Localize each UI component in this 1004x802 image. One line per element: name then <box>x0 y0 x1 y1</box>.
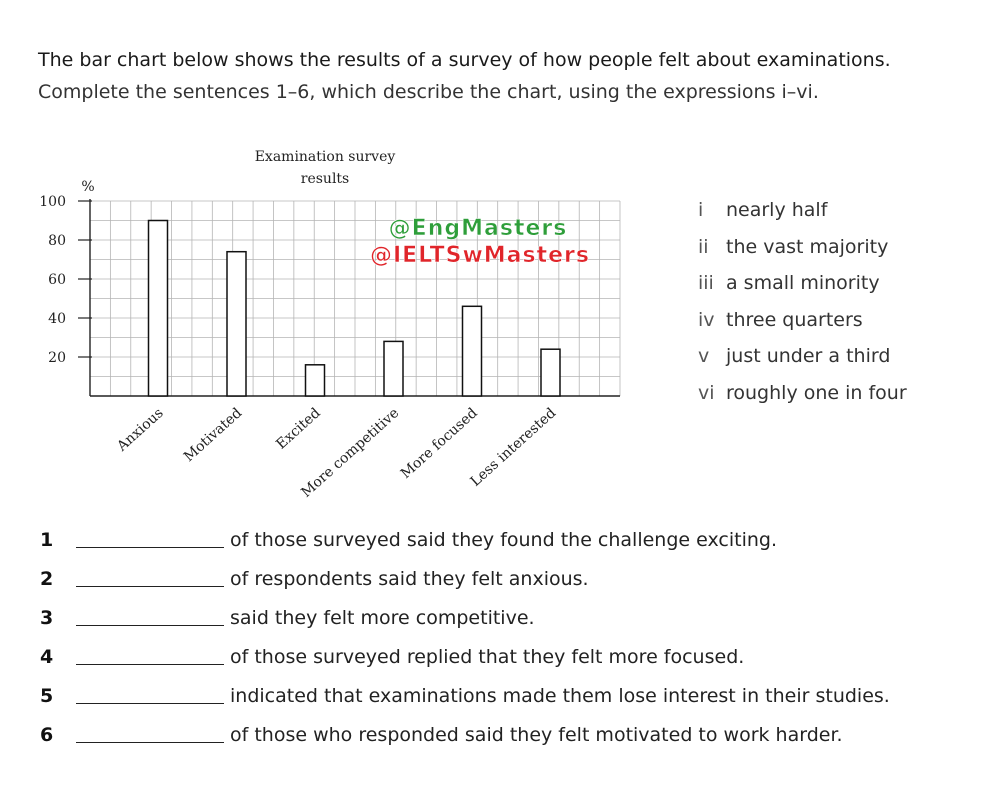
sentence-row: 4 of those surveyed replied that they fe… <box>40 635 890 674</box>
expression-number: ii <box>698 235 709 258</box>
expression-item: vi roughly one in four <box>698 375 907 412</box>
bar-more-competitive <box>383 340 404 397</box>
answer-blank[interactable] <box>76 663 224 665</box>
chart-title: results <box>301 171 349 187</box>
answer-blank[interactable] <box>76 702 224 704</box>
sentence-row: 1 of those surveyed said they found the … <box>40 518 890 557</box>
bar-motivated <box>226 250 247 397</box>
sentence-number: 5 <box>40 685 54 707</box>
expression-number: iv <box>698 308 715 331</box>
bar-more-focused <box>461 305 483 397</box>
category-label: Anxious <box>114 405 167 455</box>
sentence-text: of respondents said they felt anxious. <box>230 568 589 590</box>
instructions: The bar chart below shows the results of… <box>38 44 988 108</box>
expression-number: iii <box>698 272 714 294</box>
bar-anxious <box>147 219 169 397</box>
expression-number: i <box>698 199 704 221</box>
category-label: Excited <box>273 405 323 453</box>
sentence-text: indicated that examinations made them lo… <box>230 685 890 707</box>
expression-item: iii a small minority <box>698 265 907 302</box>
expression-number: vi <box>698 381 715 404</box>
bar-less-interested <box>540 348 561 397</box>
answer-blank[interactable] <box>76 546 224 548</box>
answer-blank[interactable] <box>76 741 224 743</box>
sentence-number: 2 <box>40 568 54 590</box>
chart-title: Examination survey <box>255 149 396 165</box>
y-tick-label: 20 <box>48 350 66 366</box>
instructions-line-1: The bar chart below shows the results of… <box>38 49 891 71</box>
y-axis-label: % <box>81 179 94 195</box>
sentence-text: said they felt more competitive. <box>230 607 535 629</box>
watermark-bottom: @IELTSwMasters <box>370 243 590 268</box>
expression-text: the vast majority <box>726 235 889 258</box>
sentence-row: 5 indicated that examinations made them … <box>40 674 890 713</box>
expression-text: nearly half <box>726 199 828 221</box>
y-tick-label: 100 <box>39 194 66 210</box>
category-label: More focused <box>398 405 481 482</box>
answer-blank[interactable] <box>76 585 224 587</box>
sentence-text: of those who responded said they felt mo… <box>230 724 843 746</box>
expression-text: three quarters <box>726 308 863 331</box>
sentence-number: 4 <box>40 646 54 668</box>
expression-text: roughly one in four <box>726 381 907 404</box>
expression-number: v <box>698 345 710 367</box>
sentence-row: 3 said they felt more competitive. <box>40 596 890 635</box>
category-label: Less interested <box>468 405 560 490</box>
category-label: Motivated <box>181 405 245 465</box>
expression-item: ii the vast majority <box>698 229 907 266</box>
expressions-list: i nearly half ii the vast majority iii a sm… <box>698 192 907 411</box>
sentence-number: 3 <box>40 607 54 629</box>
y-tick-label: 60 <box>48 272 66 288</box>
expression-text: just under a third <box>726 345 891 367</box>
bar-excited <box>304 364 326 397</box>
instructions-line-2: Complete the sentences 1–6, which descri… <box>38 81 819 103</box>
y-tick-label: 40 <box>48 311 66 327</box>
expression-text: a small minority <box>726 272 880 294</box>
answer-blank[interactable] <box>76 624 224 626</box>
sentence-row: 6 of those who responded said they felt … <box>40 713 890 752</box>
sentence-text: of those surveyed replied that they felt… <box>230 646 745 668</box>
watermark-top: @EngMasters <box>389 216 568 241</box>
y-tick-label: 80 <box>48 233 66 249</box>
expression-item: iv three quarters <box>698 302 907 339</box>
sentence-number: 6 <box>40 724 54 746</box>
bar-chart: 20 40 60 80 100% Examination survey results Anx… <box>39 149 621 501</box>
expression-item: v just under a third <box>698 338 907 375</box>
sentence-text: of those surveyed said they found the ch… <box>230 529 777 551</box>
sentence-number: 1 <box>40 529 54 551</box>
sentence-row: 2 of respondents said they felt anxious. <box>40 557 890 596</box>
expression-item: i nearly half <box>698 192 907 229</box>
sentences-list: 1 of those surveyed said they found the … <box>40 518 890 752</box>
